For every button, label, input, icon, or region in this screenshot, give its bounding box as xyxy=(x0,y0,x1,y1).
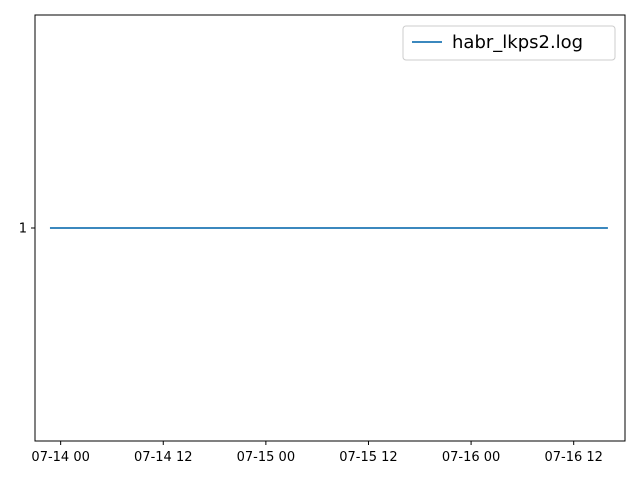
y-tick-label: 1 xyxy=(19,222,27,237)
legend-box xyxy=(402,25,616,61)
x-tick-label: 07-15 12 xyxy=(339,450,397,465)
x-tick-label: 07-16 00 xyxy=(442,450,500,465)
legend-label-habr_lkps2: habr_lkps2.log xyxy=(452,32,583,53)
x-axis-ticks: 07-14 00 07-14 12 07-15 00 07-15 12 07-16 00… xyxy=(31,441,603,465)
x-tick-label: 07-15 00 xyxy=(237,450,295,465)
x-tick-label: 07-14 12 xyxy=(134,450,192,465)
x-tick-label: 07-16 12 xyxy=(544,450,602,465)
legend: habr_lkps2.log xyxy=(402,25,616,61)
y-axis-ticks: 1 xyxy=(19,222,35,237)
x-tick-label: 07-14 00 xyxy=(31,450,89,465)
